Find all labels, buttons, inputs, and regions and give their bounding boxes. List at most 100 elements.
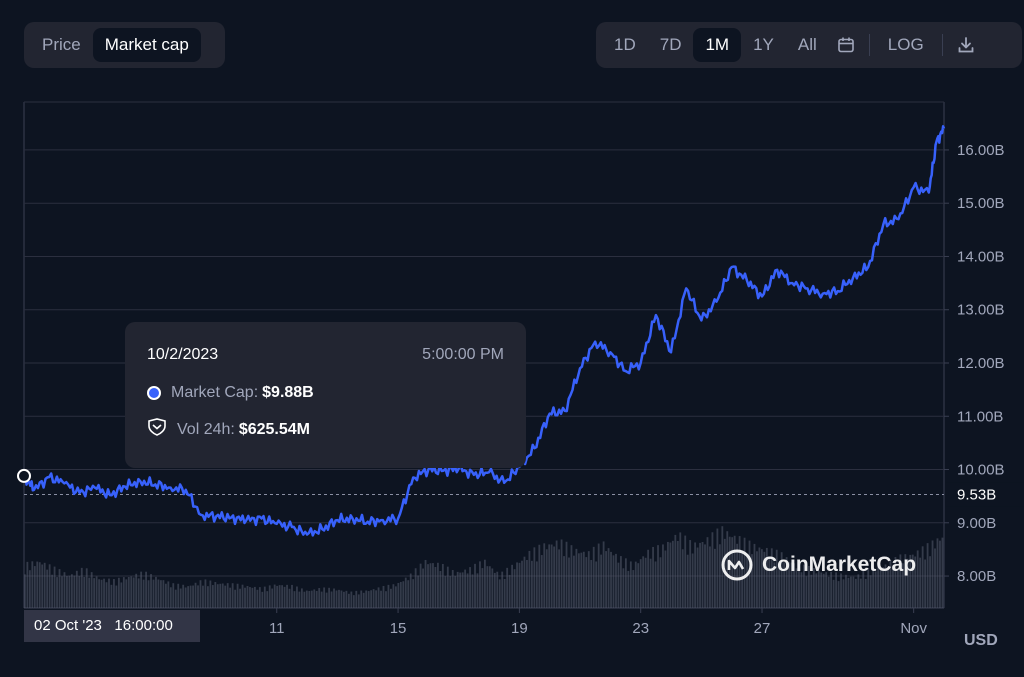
- volume-bar: [471, 574, 474, 608]
- volume-bar: [800, 572, 803, 608]
- volume-bar: [211, 585, 214, 608]
- volume-bar: [852, 576, 855, 608]
- volume-bar: [926, 543, 929, 608]
- volume-bar: [66, 575, 68, 608]
- volume-bar: [488, 566, 491, 608]
- volume-bar: [914, 556, 917, 608]
- volume-bar: [726, 531, 729, 608]
- y-tick-label: 14.00B: [957, 248, 1005, 265]
- range-toolbar: 1D 7D 1M 1Y All LOG: [596, 22, 1022, 68]
- volume-bar: [258, 587, 261, 608]
- volume-bar: [194, 582, 197, 608]
- volume-bar: [558, 549, 560, 608]
- range-7d-button[interactable]: 7D: [659, 35, 682, 54]
- volume-bar: [263, 586, 266, 608]
- volume-bar: [202, 585, 204, 608]
- range-1d-button[interactable]: 1D: [614, 35, 636, 54]
- volume-bar: [313, 589, 316, 608]
- volume-bar: [486, 566, 489, 608]
- volume-bar: [241, 584, 244, 608]
- market-cap-tab[interactable]: Market cap: [92, 28, 201, 62]
- volume-bar: [671, 540, 674, 608]
- volume-bar: [251, 587, 254, 608]
- volume-bar: [899, 554, 902, 608]
- volume-bar: [753, 543, 756, 608]
- volume-bar: [793, 563, 795, 608]
- volume-bar: [382, 585, 385, 608]
- volume-bar: [798, 564, 800, 608]
- volume-bar: [691, 553, 694, 608]
- volume-bar: [738, 536, 741, 608]
- range-1m-button[interactable]: 1M: [693, 28, 742, 62]
- volume-bar: [310, 590, 313, 608]
- volume-bar: [924, 559, 927, 608]
- volume-bar: [516, 562, 518, 608]
- volume-bar: [803, 564, 805, 608]
- volume-bar: [432, 563, 434, 608]
- volume-bar: [684, 535, 687, 608]
- volume-bar: [600, 554, 603, 608]
- volume-bar: [760, 549, 763, 608]
- volume-bar: [590, 559, 593, 608]
- y-tick-label: 9.00B: [957, 515, 996, 532]
- volume-bar: [736, 543, 739, 608]
- volume-bar: [75, 570, 78, 608]
- volume-bar: [906, 558, 909, 608]
- volume-bar: [634, 561, 637, 608]
- coinmarketcap-logo-icon: [720, 548, 754, 582]
- volume-bar: [827, 576, 830, 608]
- volume-bar: [362, 592, 365, 608]
- download-icon[interactable]: [949, 28, 983, 62]
- volume-bar: [758, 547, 761, 608]
- volume-bar: [375, 590, 377, 608]
- volume-bar: [439, 571, 442, 608]
- volume-bar: [778, 563, 781, 608]
- volume-bar: [454, 575, 457, 608]
- volume-bar: [385, 591, 387, 608]
- volume-bar: [622, 568, 625, 608]
- volume-bar: [127, 576, 130, 608]
- volume-bar: [169, 587, 172, 608]
- volume-bar: [939, 540, 941, 608]
- volume-bar: [694, 542, 697, 608]
- volume-bar: [291, 584, 293, 608]
- calendar-icon[interactable]: [829, 28, 863, 62]
- volume-bar: [221, 583, 224, 608]
- volume-bar: [743, 537, 746, 608]
- volume-bar: [874, 571, 877, 608]
- volume-bar: [345, 590, 348, 608]
- volume-bar: [659, 557, 662, 608]
- volume-bar: [686, 554, 689, 608]
- volume-bar: [113, 579, 115, 608]
- range-all-button[interactable]: All: [797, 35, 817, 54]
- volume-bar: [184, 587, 187, 608]
- price-tab[interactable]: Price: [42, 35, 81, 54]
- volume-bar: [555, 540, 558, 608]
- volume-bar: [629, 561, 632, 608]
- volume-bar: [117, 577, 120, 608]
- volume-bar: [469, 567, 471, 608]
- volume-bar: [654, 561, 657, 608]
- log-scale-button[interactable]: LOG: [887, 35, 924, 54]
- range-1y-button[interactable]: 1Y: [753, 35, 774, 54]
- volume-bar: [244, 587, 246, 608]
- volume-bar: [892, 568, 894, 608]
- volume-bar: [192, 585, 194, 608]
- volume-bar: [293, 591, 296, 608]
- volume-bar: [815, 573, 818, 608]
- volume-bar: [679, 532, 682, 608]
- volume-bar: [615, 553, 617, 608]
- volume-bar: [521, 560, 523, 608]
- volume-bar: [612, 555, 615, 608]
- volume-bar: [718, 544, 721, 608]
- y-tick-label: 8.00B: [957, 568, 996, 585]
- volume-bar: [768, 556, 771, 608]
- x-axis-ticks: 11 15 19 23 27 Nov: [269, 608, 928, 637]
- volume-bar: [108, 578, 110, 608]
- volume-bar: [491, 568, 494, 608]
- volume-bar: [897, 568, 899, 608]
- volume-bar: [330, 591, 333, 608]
- volume-bar: [333, 588, 335, 608]
- volume-bar: [412, 579, 415, 608]
